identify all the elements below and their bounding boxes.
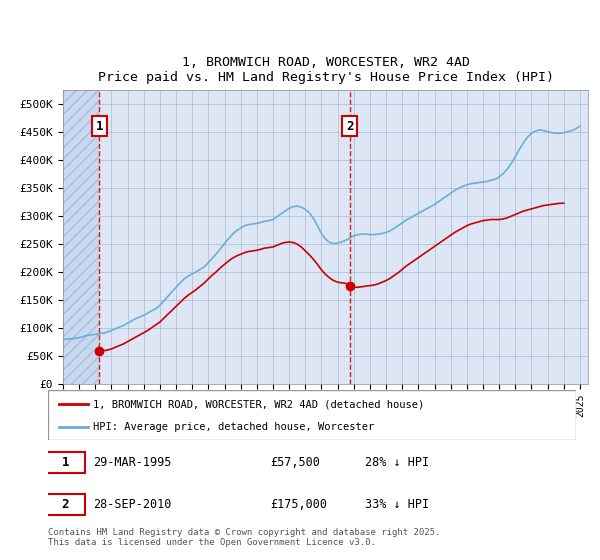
FancyBboxPatch shape — [46, 452, 85, 473]
Text: 28% ↓ HPI: 28% ↓ HPI — [365, 456, 429, 469]
Text: 33% ↓ HPI: 33% ↓ HPI — [365, 498, 429, 511]
Text: 28-SEP-2010: 28-SEP-2010 — [93, 498, 171, 511]
FancyBboxPatch shape — [48, 390, 576, 440]
FancyBboxPatch shape — [46, 494, 85, 515]
Text: 1: 1 — [95, 119, 103, 133]
Title: 1, BROMWICH ROAD, WORCESTER, WR2 4AD
Price paid vs. HM Land Registry's House Pri: 1, BROMWICH ROAD, WORCESTER, WR2 4AD Pri… — [97, 56, 554, 84]
Text: £175,000: £175,000 — [270, 498, 327, 511]
Text: Contains HM Land Registry data © Crown copyright and database right 2025.
This d: Contains HM Land Registry data © Crown c… — [48, 528, 440, 548]
Text: £57,500: £57,500 — [270, 456, 320, 469]
Text: 2: 2 — [346, 119, 353, 133]
Text: 2: 2 — [61, 498, 69, 511]
Text: 1: 1 — [61, 456, 69, 469]
Text: 1, BROMWICH ROAD, WORCESTER, WR2 4AD (detached house): 1, BROMWICH ROAD, WORCESTER, WR2 4AD (de… — [93, 399, 424, 409]
Bar — [63, 90, 100, 384]
Text: HPI: Average price, detached house, Worcester: HPI: Average price, detached house, Worc… — [93, 422, 374, 432]
Text: 29-MAR-1995: 29-MAR-1995 — [93, 456, 171, 469]
